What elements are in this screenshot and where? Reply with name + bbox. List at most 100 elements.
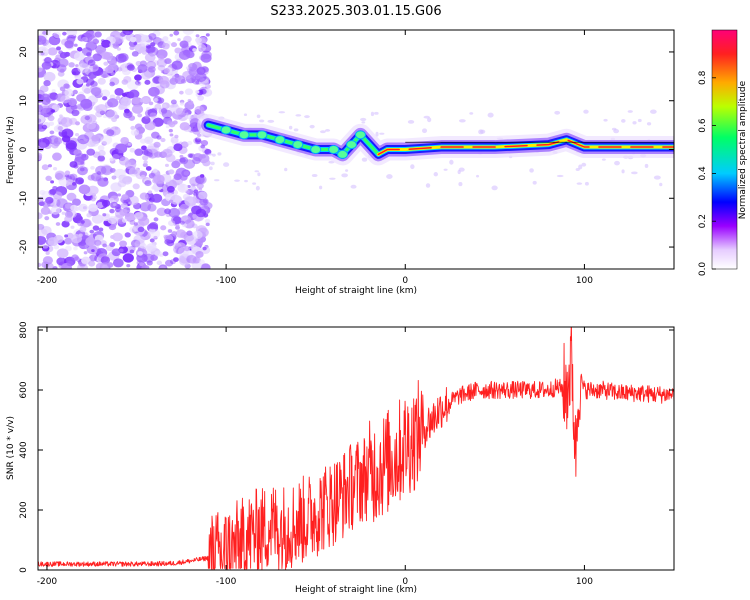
noise-speckle [171,74,181,83]
noise-speckle [100,165,113,176]
noise-speckle [95,262,105,269]
noise-speckle [71,109,80,117]
noise-speckle [146,243,157,252]
noise-speckle [159,266,166,269]
noise-speckle [197,44,207,52]
spectrogram-xlabel: Height of straight line (km) [295,286,417,296]
noise-speckle [195,240,203,247]
noise-speckle [93,105,100,111]
noise-speckle [379,132,385,135]
noise-speckle [295,114,302,117]
spectrogram-ytick-label: 0 [19,146,29,152]
noise-speckle [75,132,80,137]
noise-speckle [121,79,129,85]
noise-speckle [162,103,167,108]
noise-speckle [148,86,160,97]
noise-speckle [171,231,178,236]
noise-speckle [153,217,159,222]
noise-speckle [39,189,46,196]
noise-speckle [133,222,138,226]
noise-speckle [64,234,69,238]
noise-speckle [158,75,169,85]
noise-speckle [145,44,151,49]
spectrogram-xtick-label: -100 [216,276,237,286]
noise-speckle [134,74,142,81]
noise-speckle [110,235,115,239]
noise-speckle [139,98,145,103]
noise-speckle [81,47,93,56]
noise-speckle [120,137,129,145]
noise-speckle [375,131,379,137]
noise-speckle [64,215,73,223]
noise-speckle [100,70,109,79]
noise-speckle [168,199,174,204]
noise-speckle [91,101,96,105]
noise-speckle [151,107,158,113]
noise-speckle [161,42,170,50]
ridge-node [238,130,250,140]
noise-speckle [128,30,133,33]
noise-speckle [90,196,96,202]
noise-speckle [603,118,608,122]
noise-speckle [163,234,168,239]
ridge-node [328,145,340,154]
noise-speckle [182,249,194,259]
noise-speckle [185,66,190,70]
noise-speckle [118,104,125,110]
noise-speckle [449,159,454,165]
noise-speckle [169,33,174,37]
noise-speckle [126,263,131,268]
noise-speckle [128,115,136,121]
noise-speckle [111,175,117,180]
noise-speckle [160,137,166,143]
noise-speckle [52,167,58,171]
snr-ytick-label: 600 [19,381,29,398]
noise-speckle [157,55,165,61]
noise-speckle [109,147,119,156]
noise-speckle [164,208,172,215]
noise-speckle [39,142,47,148]
noise-speckle [361,121,366,124]
noise-speckle [149,112,157,119]
noise-speckle [53,234,64,244]
noise-speckle [60,95,71,104]
noise-speckle [138,216,150,226]
noise-speckle [179,154,184,159]
noise-speckle [38,262,42,267]
noise-speckle [95,104,108,115]
noise-speckle [71,71,77,76]
noise-speckle [86,148,96,156]
noise-speckle [195,80,200,85]
noise-speckle [106,109,118,120]
colorbar-tick-label: 0.6 [698,118,708,133]
noise-speckle [117,67,123,72]
noise-speckle [156,135,162,140]
noise-speckle [208,153,213,156]
noise-speckle [45,251,50,255]
noise-speckle [76,47,83,52]
noise-speckle [86,213,92,218]
noise-speckle [183,170,190,176]
noise-speckle [252,182,257,185]
noise-speckle [86,121,97,130]
noise-speckle [147,66,156,73]
noise-speckle [529,168,534,173]
noise-speckle [128,167,141,177]
noise-speckle [94,239,102,246]
noise-speckle [49,188,57,195]
noise-speckle [170,104,175,108]
noise-speckle [135,81,142,86]
noise-speckle [156,260,163,266]
colorbar-tick-label: 0.0 [698,262,708,277]
noise-speckle [135,212,143,220]
noise-speckle [156,97,165,104]
spectrogram-xtick-label: -200 [37,276,58,286]
noise-speckle [143,160,148,164]
noise-speckle [185,112,190,116]
noise-speckle [38,228,48,237]
noise-speckle [93,30,102,38]
noise-speckle [81,36,88,43]
noise-speckle [631,171,638,175]
noise-speckle [59,51,68,59]
noise-speckle [100,89,111,98]
